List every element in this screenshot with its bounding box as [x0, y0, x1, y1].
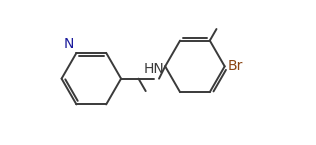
Text: HN: HN	[143, 62, 164, 76]
Text: Br: Br	[227, 59, 242, 73]
Text: N: N	[64, 37, 74, 51]
